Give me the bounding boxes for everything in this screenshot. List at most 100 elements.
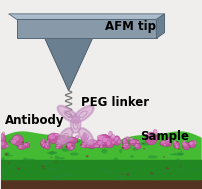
- Ellipse shape: [41, 165, 44, 167]
- Ellipse shape: [1, 142, 4, 146]
- FancyBboxPatch shape: [17, 19, 156, 38]
- Ellipse shape: [81, 135, 87, 143]
- Ellipse shape: [28, 141, 30, 144]
- Ellipse shape: [103, 161, 106, 163]
- Ellipse shape: [114, 176, 123, 178]
- Ellipse shape: [56, 144, 62, 149]
- Text: Sample: Sample: [140, 130, 189, 143]
- Ellipse shape: [164, 142, 171, 145]
- Ellipse shape: [117, 140, 121, 144]
- Ellipse shape: [122, 142, 128, 145]
- Ellipse shape: [175, 145, 178, 149]
- Ellipse shape: [174, 142, 176, 146]
- Ellipse shape: [128, 139, 139, 146]
- Ellipse shape: [89, 141, 96, 148]
- Ellipse shape: [126, 174, 130, 178]
- Ellipse shape: [48, 168, 59, 171]
- Ellipse shape: [19, 145, 22, 147]
- Text: PEG linker: PEG linker: [80, 96, 148, 109]
- Ellipse shape: [98, 169, 107, 171]
- Ellipse shape: [19, 164, 30, 167]
- Ellipse shape: [178, 167, 184, 171]
- Ellipse shape: [67, 137, 77, 144]
- Ellipse shape: [122, 138, 128, 147]
- Ellipse shape: [0, 158, 5, 160]
- Ellipse shape: [158, 143, 164, 145]
- Ellipse shape: [128, 138, 133, 140]
- Ellipse shape: [55, 147, 59, 149]
- Ellipse shape: [86, 139, 96, 149]
- Ellipse shape: [13, 136, 19, 141]
- Text: Antibody: Antibody: [5, 114, 64, 127]
- Ellipse shape: [132, 163, 144, 165]
- Ellipse shape: [104, 136, 114, 148]
- Ellipse shape: [155, 170, 166, 173]
- Ellipse shape: [6, 145, 9, 148]
- Ellipse shape: [89, 144, 96, 146]
- Ellipse shape: [164, 138, 171, 147]
- Ellipse shape: [159, 140, 168, 146]
- Ellipse shape: [134, 146, 138, 147]
- Ellipse shape: [40, 143, 46, 146]
- Ellipse shape: [97, 134, 109, 145]
- Ellipse shape: [99, 139, 102, 143]
- Ellipse shape: [58, 164, 67, 168]
- Ellipse shape: [129, 155, 133, 158]
- Ellipse shape: [43, 175, 49, 177]
- Ellipse shape: [135, 143, 140, 149]
- Ellipse shape: [78, 128, 93, 144]
- Ellipse shape: [125, 136, 128, 140]
- Ellipse shape: [94, 144, 103, 146]
- Ellipse shape: [7, 162, 9, 164]
- Ellipse shape: [70, 116, 80, 133]
- Ellipse shape: [89, 146, 94, 149]
- Ellipse shape: [17, 167, 20, 170]
- Ellipse shape: [152, 129, 156, 134]
- Ellipse shape: [4, 152, 10, 155]
- Ellipse shape: [192, 140, 195, 143]
- Ellipse shape: [4, 155, 13, 156]
- Ellipse shape: [46, 138, 61, 141]
- Ellipse shape: [23, 145, 30, 147]
- Ellipse shape: [10, 139, 17, 144]
- Ellipse shape: [56, 139, 61, 143]
- Ellipse shape: [46, 142, 48, 146]
- Ellipse shape: [97, 141, 102, 145]
- Ellipse shape: [182, 142, 189, 150]
- Ellipse shape: [132, 147, 137, 151]
- Ellipse shape: [1, 134, 4, 138]
- Ellipse shape: [167, 141, 170, 144]
- Ellipse shape: [46, 143, 48, 146]
- Ellipse shape: [145, 132, 156, 145]
- Ellipse shape: [42, 168, 44, 170]
- Ellipse shape: [126, 174, 129, 176]
- Ellipse shape: [160, 141, 165, 144]
- Ellipse shape: [121, 173, 123, 174]
- Ellipse shape: [80, 144, 83, 145]
- Ellipse shape: [17, 170, 20, 173]
- Ellipse shape: [50, 157, 52, 158]
- Ellipse shape: [63, 136, 67, 140]
- Ellipse shape: [65, 146, 75, 149]
- Ellipse shape: [80, 145, 90, 147]
- Ellipse shape: [16, 145, 22, 147]
- Ellipse shape: [0, 171, 6, 174]
- Ellipse shape: [121, 147, 130, 148]
- Ellipse shape: [181, 146, 190, 148]
- Ellipse shape: [0, 145, 8, 147]
- Ellipse shape: [175, 143, 177, 147]
- Ellipse shape: [52, 177, 61, 179]
- Ellipse shape: [146, 134, 152, 139]
- Ellipse shape: [66, 140, 78, 143]
- Ellipse shape: [149, 172, 153, 174]
- Ellipse shape: [53, 176, 62, 179]
- Ellipse shape: [173, 145, 179, 147]
- Ellipse shape: [181, 145, 190, 149]
- Ellipse shape: [66, 140, 69, 142]
- Ellipse shape: [2, 132, 5, 136]
- Ellipse shape: [0, 134, 3, 137]
- Ellipse shape: [41, 160, 51, 164]
- Ellipse shape: [80, 142, 90, 148]
- Ellipse shape: [99, 135, 110, 147]
- Polygon shape: [9, 14, 164, 19]
